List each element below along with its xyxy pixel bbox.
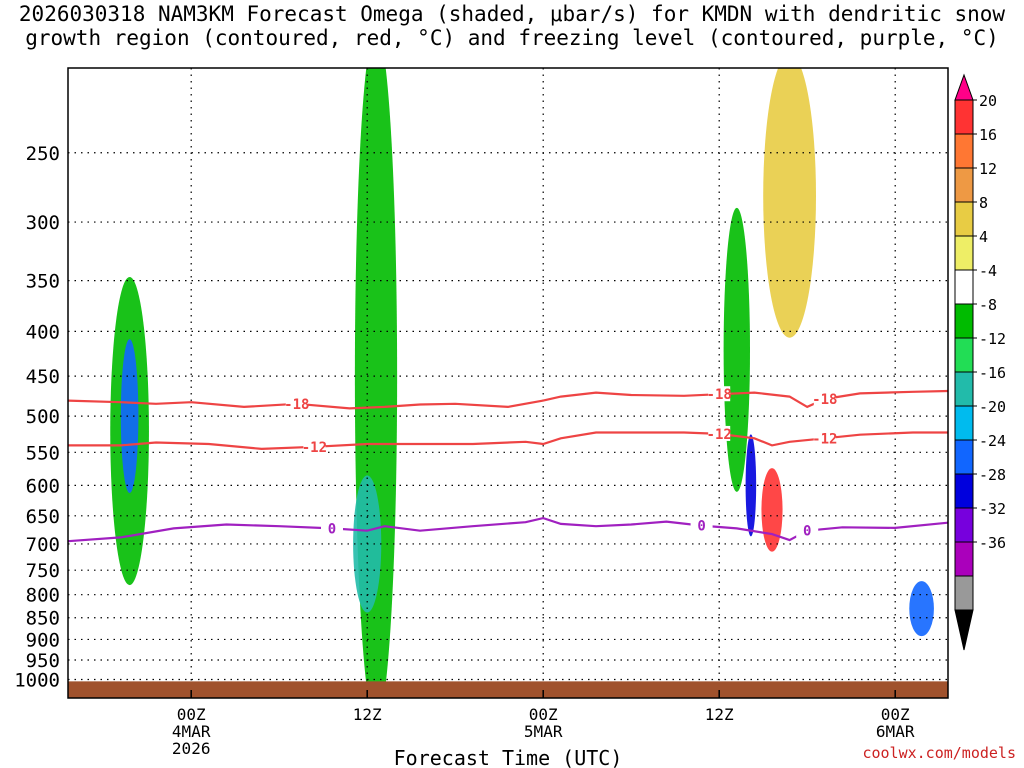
colorbar-top-arrow bbox=[954, 73, 974, 101]
x-tick-label-1-0: 12Z bbox=[353, 705, 382, 724]
dgz-contour-0-label-1: -18 bbox=[707, 387, 732, 403]
y-tick-label-700: 700 bbox=[26, 534, 60, 556]
plot-frame bbox=[67, 67, 949, 699]
dgz-contour-1-label-0: -12 bbox=[302, 440, 327, 456]
x-tick-label-0-2: 2026 bbox=[172, 739, 211, 758]
colorbar-swatch-3 bbox=[954, 167, 974, 203]
dgz-contour-1-label-2: -12 bbox=[812, 431, 837, 447]
dgz-contour-1-label-bg-2 bbox=[813, 430, 836, 446]
y-tick-label-950: 950 bbox=[26, 650, 60, 672]
omega-cell-1 bbox=[120, 339, 139, 494]
dgz-contour-0-label-bg-2 bbox=[813, 391, 836, 407]
x-tick-label-2-1: 5MAR bbox=[524, 722, 563, 741]
y-tick-label-550: 550 bbox=[26, 442, 60, 464]
omega-cell-7 bbox=[763, 68, 816, 338]
colorbar-label-6: -8 bbox=[979, 296, 997, 314]
colorbar-label-1: 16 bbox=[979, 126, 997, 144]
ground-fill bbox=[68, 681, 948, 698]
colorbar-label-8: -16 bbox=[979, 364, 1006, 382]
y-tick-label-400: 400 bbox=[26, 321, 60, 343]
colorbar-label-0: 20 bbox=[979, 92, 997, 110]
colorbar-label-13: -36 bbox=[979, 534, 1006, 552]
dgz-contour-1-line bbox=[68, 431, 948, 451]
colorbar-label-10: -24 bbox=[979, 432, 1006, 450]
y-tick-label-850: 850 bbox=[26, 608, 60, 630]
freezing-level-label-1: 0 bbox=[697, 519, 705, 535]
colorbar-swatch-14 bbox=[954, 541, 974, 577]
colorbar-swatch-5 bbox=[954, 235, 974, 271]
colorbar-label-9: -20 bbox=[979, 398, 1006, 416]
credit-link[interactable]: coolwx.com/models bbox=[862, 744, 1016, 762]
x-tick-label-3-0: 12Z bbox=[705, 705, 734, 724]
dgz-contour-0-label-0: -18 bbox=[284, 397, 309, 413]
freezing-level-label-bg-0 bbox=[321, 520, 343, 536]
omega-cell-8 bbox=[909, 581, 934, 637]
freezing-level-label-bg-2 bbox=[796, 522, 819, 538]
colorbar-label-2: 12 bbox=[979, 160, 997, 178]
colorbar-swatch-8 bbox=[954, 337, 974, 373]
x-tick-label-4-0: 00Z bbox=[881, 705, 910, 724]
colorbar-swatch-4 bbox=[954, 201, 974, 237]
colorbar-label-11: -28 bbox=[979, 466, 1006, 484]
y-axis: 2503003504004505005506006507007508008509… bbox=[14, 143, 60, 692]
y-tick-label-250: 250 bbox=[26, 143, 60, 165]
colorbar-label-4: 4 bbox=[979, 228, 988, 246]
y-tick-label-300: 300 bbox=[26, 212, 60, 234]
freezing-level-label-bg-1 bbox=[690, 517, 713, 533]
dgz-contour-0-label-bg-0 bbox=[285, 395, 308, 411]
colorbar-swatch-9 bbox=[954, 371, 974, 407]
y-tick-label-900: 900 bbox=[26, 629, 60, 651]
freezing-level-label-0: 0 bbox=[328, 521, 336, 537]
omega-cell-6 bbox=[761, 468, 783, 552]
y-tick-label-350: 350 bbox=[26, 271, 60, 293]
y-tick-label-650: 650 bbox=[26, 506, 60, 528]
dgz-contour-0-label-2: -18 bbox=[812, 392, 837, 408]
omega-cell-4 bbox=[723, 207, 750, 492]
x-tick-label-0-0: 00Z bbox=[177, 705, 206, 724]
y-tick-label-600: 600 bbox=[26, 475, 60, 497]
y-tick-label-450: 450 bbox=[26, 366, 60, 388]
x-axis-label: Forecast Time (UTC) bbox=[394, 746, 623, 768]
plot-area bbox=[68, 68, 948, 698]
y-tick-label-1000: 1000 bbox=[14, 669, 60, 691]
x-tick-label-2-0: 00Z bbox=[529, 705, 558, 724]
freezing-level-label-2: 0 bbox=[803, 524, 811, 540]
colorbar-swatch-15 bbox=[954, 575, 974, 611]
ground-layer bbox=[68, 681, 948, 698]
chart-title: 2026030318 NAM3KM Forecast Omega (shaded… bbox=[18, 2, 1006, 50]
y-tick-label-750: 750 bbox=[26, 560, 60, 582]
colorbar: 20 16 12 8 4 -4 -8 -12 -16 -20 -24 -28 -32 -36 bbox=[954, 73, 1006, 651]
colorbar-bottom-arrow bbox=[954, 609, 974, 651]
x-tick-label-4-1: 6MAR bbox=[876, 722, 915, 741]
colorbar-swatch-12 bbox=[954, 473, 974, 509]
colorbar-swatch-10 bbox=[954, 405, 974, 441]
dgz-contour-1-label-bg-0 bbox=[303, 438, 326, 454]
dgz-contour-1-label-1: -12 bbox=[707, 427, 732, 443]
colorbar-swatch-13 bbox=[954, 507, 974, 543]
colorbar-swatch-1 bbox=[954, 99, 974, 135]
colorbar-label-5: -4 bbox=[979, 262, 997, 280]
dgz-contour-0-line bbox=[68, 389, 948, 410]
colorbar-label-3: 8 bbox=[979, 194, 988, 212]
contours: -18 -18 -18 -12 -12 -12 0 0 0 bbox=[68, 386, 948, 543]
freezing-level-line bbox=[68, 516, 948, 543]
dgz-contour-0-label-bg-1 bbox=[708, 386, 731, 402]
colorbar-swatch-2 bbox=[954, 133, 974, 169]
y-tick-label-500: 500 bbox=[26, 406, 60, 428]
colorbar-label-12: -32 bbox=[979, 500, 1006, 518]
y-tick-label-800: 800 bbox=[26, 585, 60, 607]
grid-lines bbox=[68, 68, 948, 698]
colorbar-swatch-7 bbox=[954, 303, 974, 339]
dgz-contour-1-label-bg-1 bbox=[708, 425, 731, 441]
colorbar-swatch-6 bbox=[954, 269, 974, 305]
colorbar-label-7: -12 bbox=[979, 330, 1006, 348]
colorbar-swatch-11 bbox=[954, 439, 974, 475]
x-tick-label-0-1: 4MAR bbox=[172, 722, 211, 741]
